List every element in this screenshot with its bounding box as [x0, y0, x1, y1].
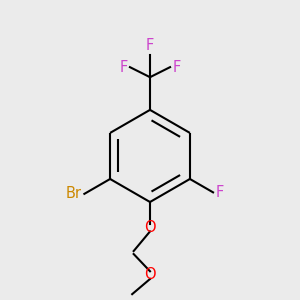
- Text: O: O: [144, 220, 156, 235]
- Text: F: F: [146, 38, 154, 53]
- Text: F: F: [216, 185, 224, 200]
- Text: Br: Br: [65, 186, 81, 201]
- Text: F: F: [172, 60, 181, 75]
- Text: F: F: [119, 60, 128, 75]
- Text: O: O: [144, 267, 156, 282]
